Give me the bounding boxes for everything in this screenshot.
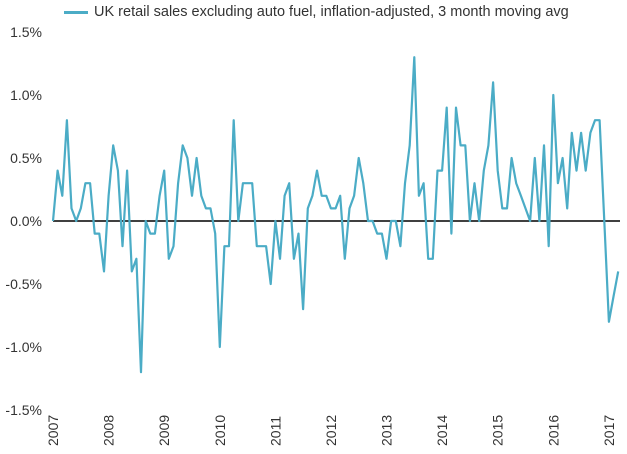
- x-tick-label: 2012: [323, 415, 339, 446]
- y-tick-label: 0.0%: [10, 213, 42, 229]
- x-tick-label: 2015: [490, 415, 506, 446]
- x-tick-label: 2011: [267, 416, 283, 446]
- y-axis: 1.5% 1.0% 0.5% 0.0% -0.5% -1.0% -1.5%: [5, 24, 42, 418]
- x-tick-label: 2007: [45, 415, 61, 446]
- x-tick-label: 2017: [601, 415, 617, 446]
- legend: UK retail sales excluding auto fuel, inf…: [64, 4, 569, 20]
- x-tick-label: 2009: [156, 415, 172, 446]
- y-tick-label: 0.5%: [10, 150, 42, 166]
- legend-label: UK retail sales excluding auto fuel, inf…: [94, 4, 569, 20]
- x-tick-label: 2014: [434, 415, 450, 446]
- y-tick-label: 1.0%: [10, 87, 42, 103]
- x-tick-label: 2010: [212, 415, 228, 446]
- x-tick-label: 2016: [545, 415, 561, 446]
- y-tick-label: -1.5%: [5, 402, 42, 418]
- x-tick-label: 2008: [101, 415, 117, 446]
- y-tick-label: -1.0%: [5, 339, 42, 355]
- y-tick-label: 1.5%: [10, 24, 42, 40]
- x-tick-label: 2013: [379, 415, 395, 446]
- y-tick-label: -0.5%: [5, 276, 42, 292]
- x-axis: 2007 2008 2009 2010 2011 2012 2013 2014 2015 2016…: [45, 415, 617, 446]
- series-line: [51, 56, 620, 374]
- legend-swatch: [64, 10, 88, 14]
